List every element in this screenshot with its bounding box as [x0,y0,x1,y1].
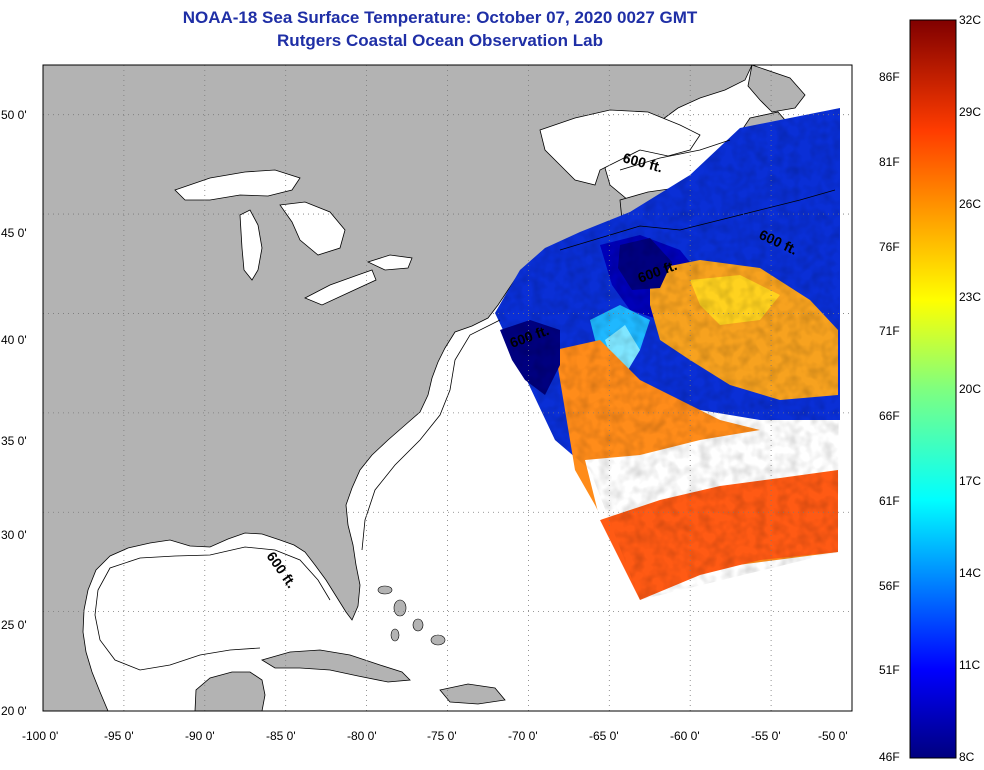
colorbar-celsius-label: 17C [959,474,982,488]
colorbar-celsius-label: 32C [959,13,982,27]
colorbar-fahrenheit-label: 76F [879,240,900,254]
great-lakes [174,169,413,306]
lake-michigan [239,209,263,281]
lon-tick-label: -55 0' [751,729,781,743]
colorbar-celsius-label: 11C [959,658,981,672]
lon-tick-label: -70 0' [508,729,538,743]
lat-tick-label: 30 0' [1,528,27,542]
contour-gulf-maine [559,189,836,251]
lon-tick-label: -60 0' [670,729,700,743]
contour-atlantic [361,319,501,551]
contour-st-lawrence [619,139,731,171]
lake-huron [279,201,346,256]
lat-tick-label: 35 0' [1,434,27,448]
lat-tick-label: 20 0' [1,704,27,718]
lon-tick-label: -65 0' [589,729,619,743]
lon-tick-label: -100 0' [22,729,59,743]
colorbar-fahrenheit-label: 71F [879,324,900,338]
colorbar-celsius-label: 20C [959,382,982,396]
lon-tick-label: -80 0' [347,729,377,743]
lat-tick-label: 50 0' [1,108,27,122]
lat-tick-label: 25 0' [1,618,27,632]
colorbar-celsius-label: 26C [959,197,982,211]
colorbar-celsius-label: 8C [959,750,975,764]
yucatan-land [194,671,266,711]
lon-tick-label: -75 0' [427,729,457,743]
colorbar-fahrenheit-label: 56F [879,579,900,593]
newfoundland-land [747,65,806,113]
depth-contours [94,139,836,671]
st-lawrence-water [539,109,701,186]
lake-erie [304,269,377,306]
cuba-land [261,649,411,683]
contour-gulf [94,546,331,671]
lon-tick-label: -90 0' [185,729,215,743]
colorbar-fahrenheit-label: 86F [879,70,900,84]
colorbar-fahrenheit-label: 46F [879,750,900,764]
lat-tick-label: 40 0' [1,333,27,347]
lake-superior [174,169,301,201]
lon-tick-label: -50 0' [818,729,848,743]
lon-tick-label: -85 0' [266,729,296,743]
hispaniola-land [439,683,506,705]
colorbar-celsius-label: 14C [959,566,982,580]
colorbar [909,19,957,759]
bahamas-islands [377,585,446,646]
colorbar-celsius-label: 29C [959,105,982,119]
colorbar-fahrenheit-label: 81F [879,155,900,169]
colorbar-fahrenheit-label: 61F [879,494,900,508]
colorbar-fahrenheit-label: 51F [879,663,900,677]
map-frame [42,64,853,712]
colorbar-celsius-label: 23C [959,290,982,304]
lon-tick-label: -95 0' [104,729,134,743]
map-title: NOAA-18 Sea Surface Temperature: October… [182,8,698,27]
lake-ontario [366,254,413,271]
map-subtitle: Rutgers Coastal Ocean Observation Lab [277,31,603,50]
lat-tick-label: 45 0' [1,226,27,240]
colorbar-fahrenheit-label: 66F [879,409,900,423]
